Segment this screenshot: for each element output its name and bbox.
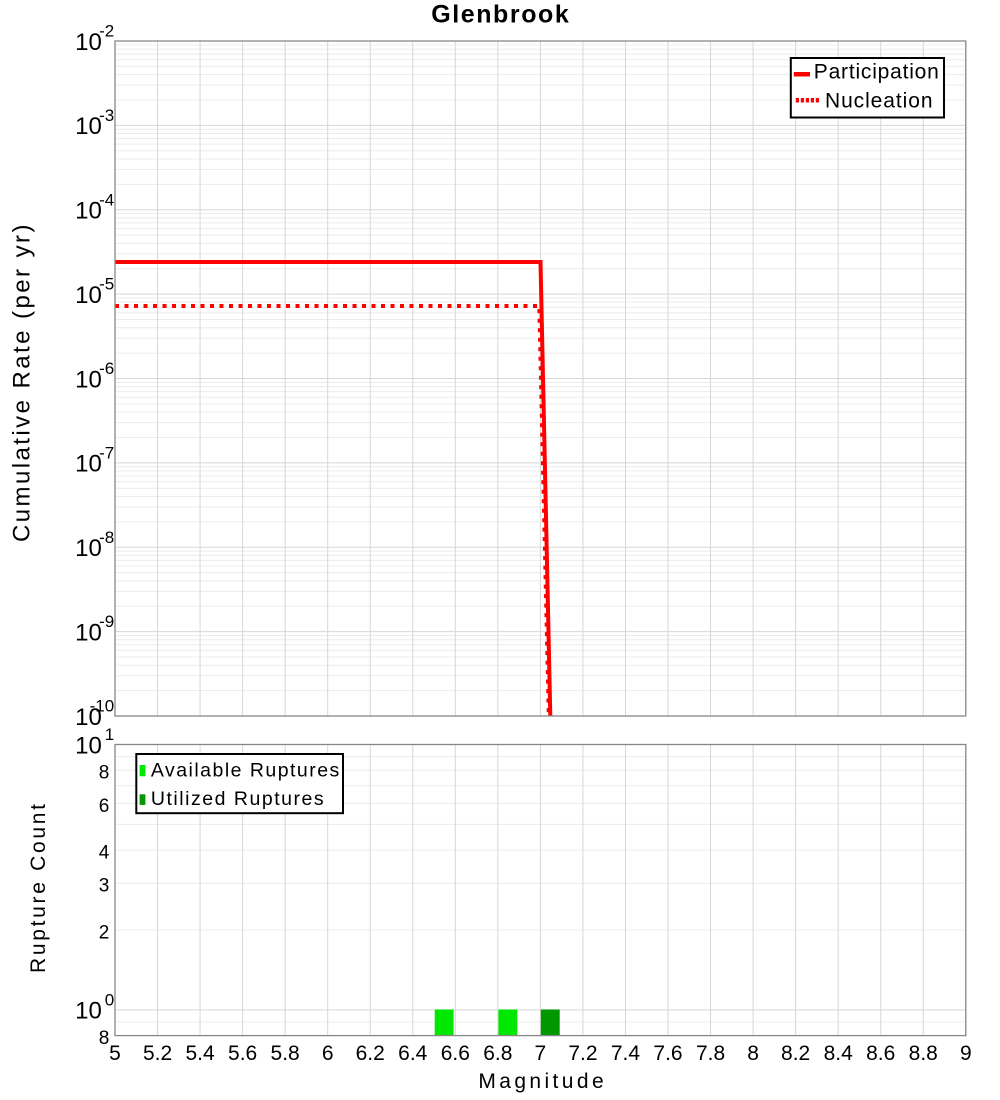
svg-text:6.2: 6.2: [356, 1042, 385, 1065]
svg-text:10: 10: [75, 198, 102, 225]
svg-text:8.2: 8.2: [781, 1042, 810, 1065]
svg-text:7.2: 7.2: [568, 1042, 597, 1065]
svg-text:6: 6: [322, 1042, 334, 1065]
svg-text:8: 8: [747, 1042, 759, 1065]
svg-text:-4: -4: [99, 190, 114, 209]
svg-text:1: 1: [105, 725, 114, 744]
svg-text:Utilized Ruptures: Utilized Ruptures: [151, 788, 324, 810]
svg-text:2: 2: [99, 922, 110, 943]
svg-text:5: 5: [109, 1042, 121, 1065]
svg-text:8: 8: [99, 763, 110, 784]
svg-text:Nucleation: Nucleation: [825, 89, 933, 112]
svg-text:Available Ruptures: Available Ruptures: [151, 760, 340, 782]
svg-text:-2: -2: [99, 22, 114, 41]
svg-text:5.6: 5.6: [228, 1042, 257, 1065]
svg-text:5.4: 5.4: [185, 1042, 215, 1065]
svg-text:8: 8: [99, 1028, 110, 1049]
svg-text:6.6: 6.6: [441, 1042, 470, 1065]
svg-text:7: 7: [535, 1042, 547, 1065]
svg-text:8.4: 8.4: [824, 1042, 854, 1065]
svg-text:Magnitude: Magnitude: [478, 1070, 603, 1093]
svg-text:-7: -7: [99, 444, 114, 463]
svg-text:5.2: 5.2: [143, 1042, 172, 1065]
svg-text:9: 9: [960, 1042, 972, 1065]
svg-text:7.8: 7.8: [696, 1042, 725, 1065]
svg-text:10: 10: [75, 282, 102, 309]
svg-text:10: 10: [75, 998, 102, 1025]
svg-text:-8: -8: [99, 528, 114, 547]
svg-text:10: 10: [75, 535, 102, 562]
svg-text:6.8: 6.8: [483, 1042, 512, 1065]
svg-text:-5: -5: [99, 275, 114, 294]
svg-text:5.8: 5.8: [271, 1042, 300, 1065]
svg-text:8.6: 8.6: [866, 1042, 895, 1065]
svg-text:0: 0: [105, 991, 114, 1010]
svg-text:10: 10: [75, 451, 102, 478]
svg-text:10: 10: [75, 704, 102, 731]
svg-text:Glenbrook: Glenbrook: [431, 0, 569, 28]
svg-text:Cumulative Rate (per yr): Cumulative Rate (per yr): [8, 225, 35, 543]
svg-text:10: 10: [75, 366, 102, 393]
svg-text:10: 10: [75, 619, 102, 646]
svg-text:7.6: 7.6: [653, 1042, 682, 1065]
svg-text:8.8: 8.8: [909, 1042, 938, 1065]
svg-text:7.4: 7.4: [611, 1042, 641, 1065]
svg-text:4: 4: [99, 843, 110, 864]
svg-text:-3: -3: [99, 106, 114, 125]
svg-text:Rupture Count: Rupture Count: [27, 804, 50, 973]
svg-text:10: 10: [75, 113, 102, 140]
svg-text:3: 3: [99, 876, 110, 897]
svg-text:-9: -9: [99, 612, 114, 631]
svg-text:-10: -10: [90, 697, 115, 716]
svg-text:-6: -6: [99, 359, 114, 378]
svg-text:10: 10: [75, 732, 102, 759]
svg-text:10: 10: [75, 29, 102, 56]
svg-text:6.4: 6.4: [398, 1042, 428, 1065]
svg-text:6: 6: [99, 796, 110, 817]
svg-text:Participation: Participation: [814, 61, 939, 84]
